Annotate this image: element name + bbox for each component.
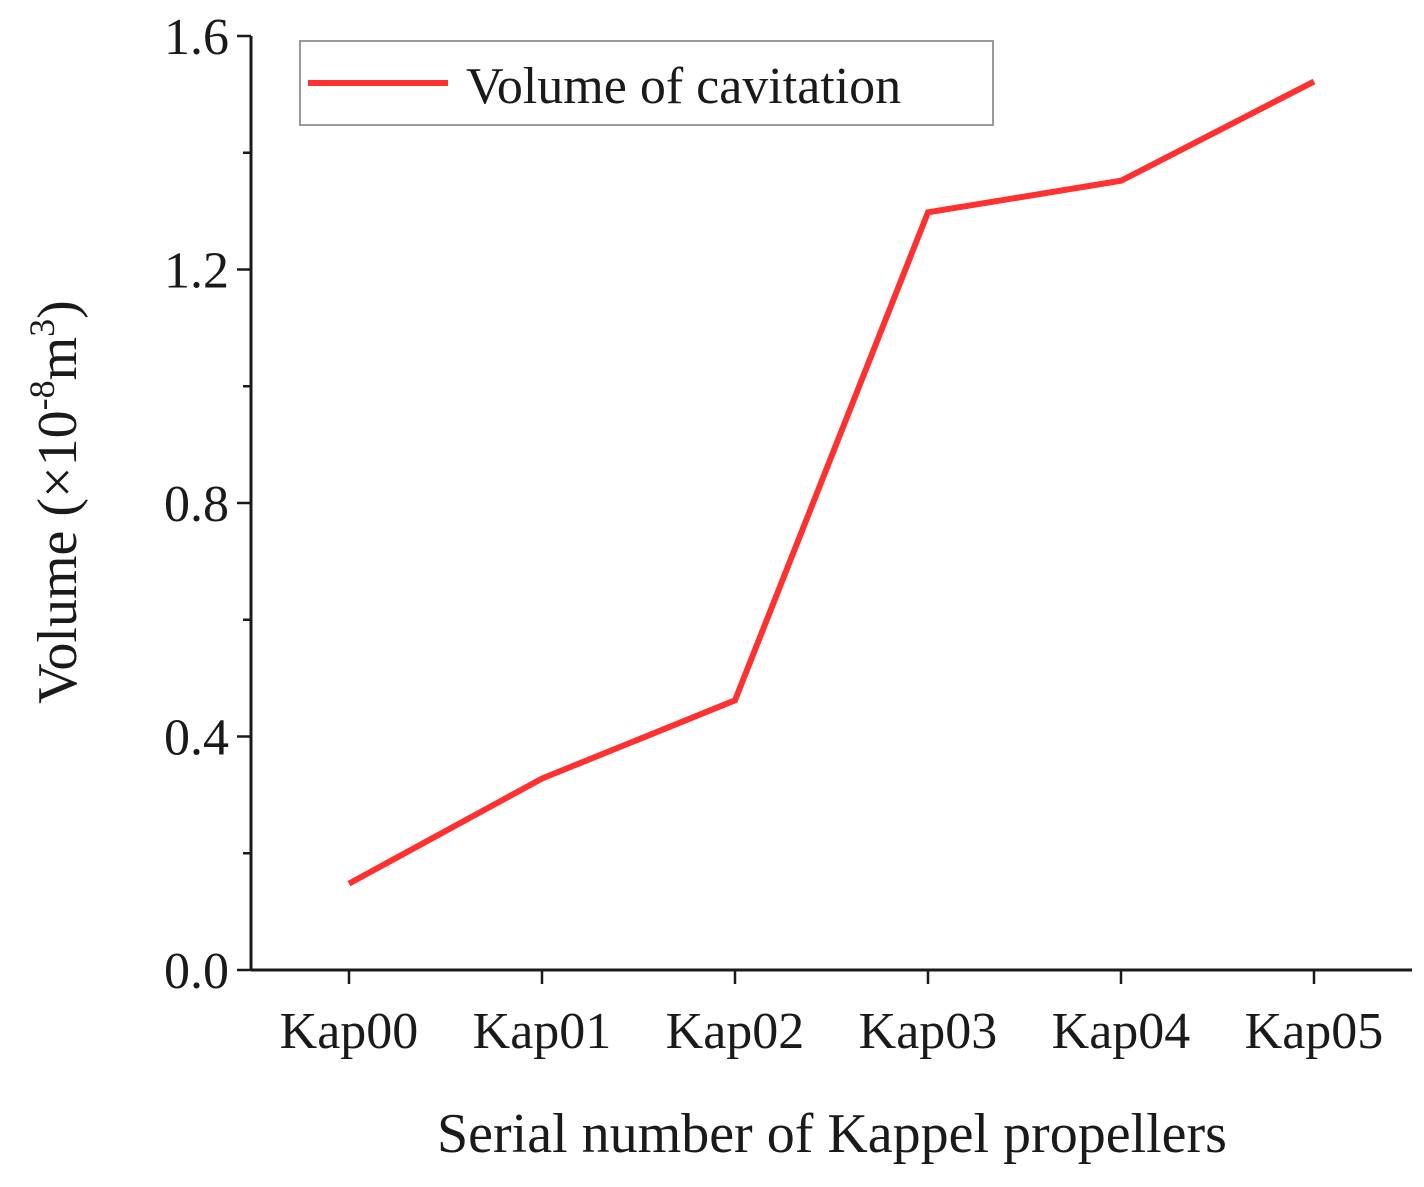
y-tick-label: 0.4 xyxy=(164,710,229,767)
legend: Volume of cavitation xyxy=(299,40,994,126)
y-axis-title: Volume (×10-8m3) xyxy=(22,300,89,704)
x-tick-label: Kap04 xyxy=(1052,1003,1191,1060)
series-layer xyxy=(347,78,1316,887)
y-axis-title-exp2: 3 xyxy=(22,319,62,337)
y-tick-label: 0.0 xyxy=(164,943,229,1000)
legend-label: Volume of cavitation xyxy=(466,58,901,115)
x-ticks: Kap00 Kap01 Kap02 Kap03 Kap04 Kap05 xyxy=(280,970,1384,1060)
y-axis-title-unit: m xyxy=(27,337,89,381)
y-axis-title-prefix: Volume (×10 xyxy=(27,410,89,703)
x-tick-label: Kap00 xyxy=(280,1003,419,1060)
x-tick-label: Kap05 xyxy=(1245,1003,1384,1060)
x-tick-label: Kap03 xyxy=(859,1003,998,1060)
x-tick-label: Kap02 xyxy=(666,1003,805,1060)
y-tick-label: 1.6 xyxy=(164,9,229,66)
x-axis-title: Serial number of Kappel propellers xyxy=(437,1103,1227,1165)
y-axis-title-exp1: -8 xyxy=(22,380,62,410)
y-tick-label: 1.2 xyxy=(164,243,229,300)
x-tick-label: Kap01 xyxy=(473,1003,612,1060)
y-tick-label: 0.8 xyxy=(164,476,229,533)
y-ticks: 0.0 0.4 0.8 1.2 1.6 xyxy=(164,9,251,1000)
series-line-0 xyxy=(347,78,1316,887)
y-axis-title-suffix: ) xyxy=(27,300,89,319)
